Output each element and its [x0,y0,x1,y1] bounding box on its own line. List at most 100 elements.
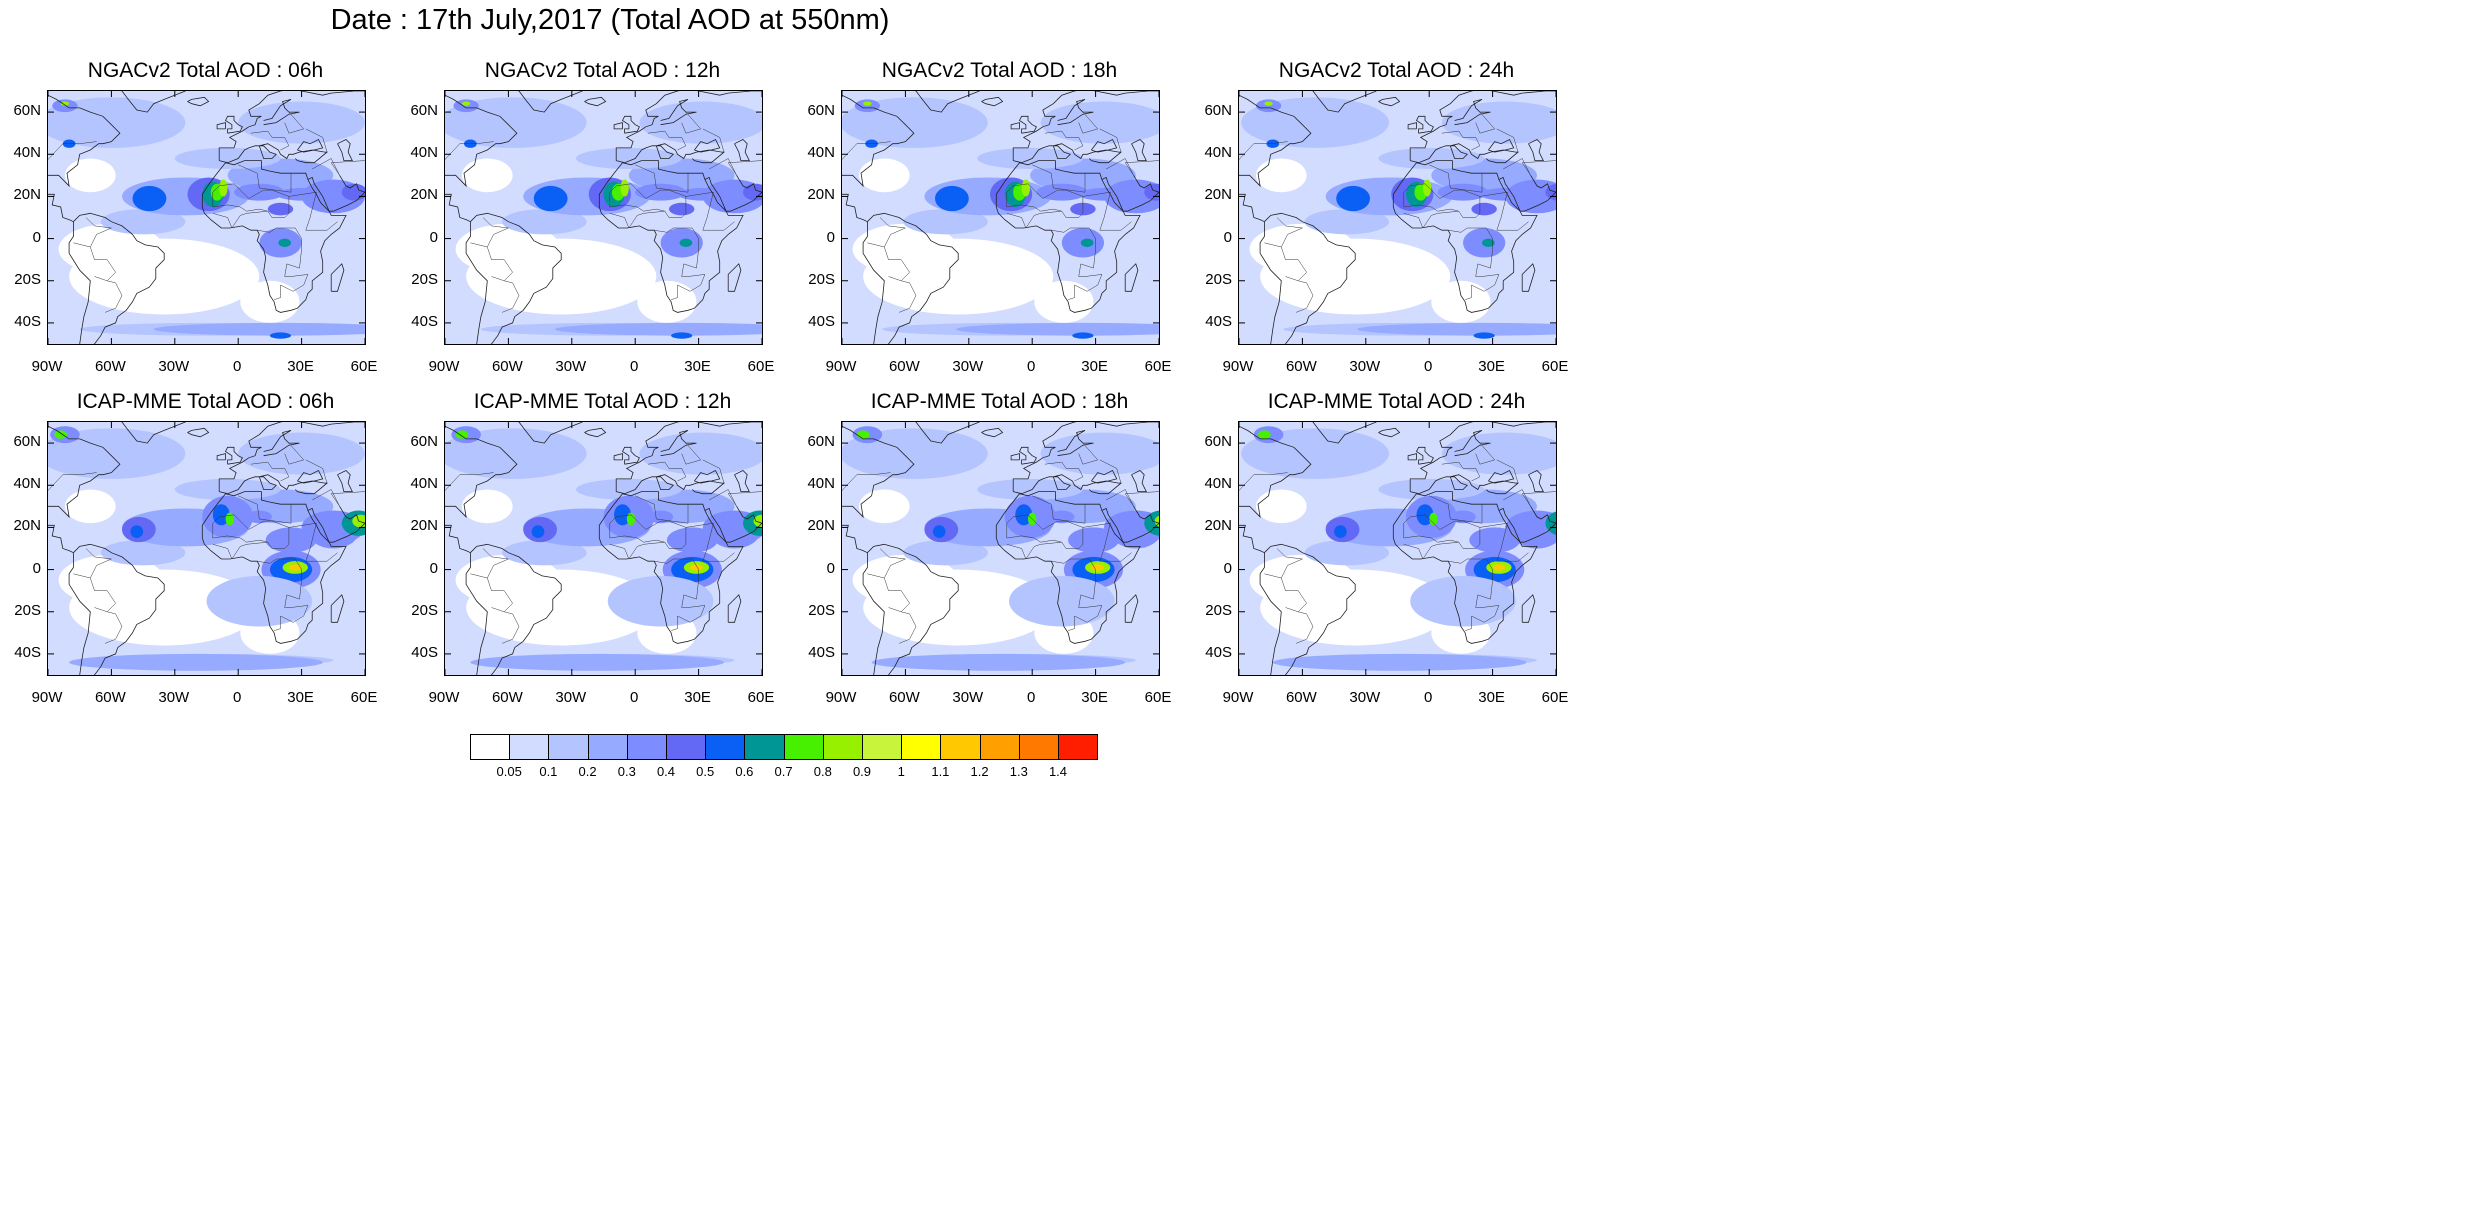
coastline [1012,91,1159,161]
colorbar-swatch [470,734,511,760]
coastline [201,160,347,313]
country-border [1006,541,1062,560]
coastline [862,212,959,344]
coastline [218,91,365,161]
aod-plume [669,202,695,216]
country-border [1099,128,1122,153]
lon-label: 60W [1285,358,1317,375]
aod-plume [174,147,281,170]
lat-label: 40N [410,144,438,162]
coastline [862,543,959,675]
country-border [1403,514,1481,549]
coastline [1131,470,1147,492]
country-border [212,514,290,549]
aod-plume [1104,179,1159,214]
country-border [212,183,290,218]
coastline [842,193,868,223]
lon-label: 60E [747,689,775,706]
aod-map [842,91,1159,344]
aod-plume [753,514,762,528]
aod-plume [1410,575,1516,627]
aod-plume [1469,527,1521,553]
coastline [83,91,186,113]
country-border [1496,128,1519,153]
lat-label: 40S [808,312,835,330]
coastline [187,96,210,107]
lat-label: 20S [1205,601,1232,619]
aod-plume [225,512,234,526]
country-border [635,164,689,193]
country-border [1239,141,1288,160]
colorbar-label: 0.1 [539,764,558,779]
colorbar-swatch [940,734,981,760]
clean-air-region [455,223,562,275]
coastline [48,425,121,519]
lon-label: 90W [428,689,460,706]
lat-label: 20S [14,601,41,619]
lon-label: 0 [1027,358,1036,375]
map-panel-ngacv2-12h [444,90,763,345]
country-border [212,541,268,560]
lon-label: 60E [1541,689,1569,706]
country-border [1078,111,1099,134]
coastline [1378,96,1401,107]
aod-plume [461,101,471,106]
country-border [842,472,891,491]
coastline [297,138,324,153]
colorbar-swatch [1018,734,1059,760]
colorbar-swatch [666,734,707,760]
country-border [288,191,338,231]
aod-plume [1342,190,1364,203]
country-border [867,242,910,282]
coastline [224,446,243,465]
country-border [867,573,910,613]
lat-label: 20N [410,186,438,204]
aod-plume [639,432,762,475]
aod-plume [206,575,313,627]
country-border [702,128,725,153]
country-border [1044,461,1084,482]
coastline [981,427,1004,438]
lon-label: 90W [825,358,857,375]
colorbar-swatch [901,734,942,760]
aod-plume [1378,147,1485,170]
aod-plume [212,504,230,526]
coastline [842,94,915,188]
coastline [1378,427,1401,438]
lon-label: 0 [233,689,242,706]
aod-plume [554,322,762,336]
coastline [877,91,980,113]
country-border [1032,164,1086,193]
clean-air-region [1431,280,1491,323]
lon-label: 60E [1541,358,1569,375]
country-border [1051,227,1103,300]
country-border [1106,489,1159,507]
lon-label: 30E [1478,689,1505,706]
map-panel-ngacv2-06h [47,90,366,345]
coastline [297,469,324,484]
aod-plume [1357,322,1556,336]
aod-plume [635,183,686,201]
colorbar [470,734,1099,760]
map-panel-ngacv2-18h [841,90,1160,345]
aod-plume [470,653,724,671]
coastline [660,430,697,457]
coastline [224,115,243,134]
coastline [201,491,347,644]
map-panel-icap-mme-12h [444,421,763,676]
lat-label: 40N [13,475,41,493]
aod-plume [639,101,762,144]
aod-plume [576,147,682,170]
coastline [1133,506,1159,524]
coastline [1259,212,1356,344]
lat-label: 60N [13,102,41,120]
country-border [1441,130,1481,151]
country-border [1503,158,1556,176]
aod-plume [1072,332,1094,339]
country-border [899,611,917,644]
coastline [621,115,640,134]
lon-label: 0 [630,358,639,375]
coastline [445,425,518,519]
lon-label: 0 [1027,689,1036,706]
lon-label: 30W [1349,689,1381,706]
